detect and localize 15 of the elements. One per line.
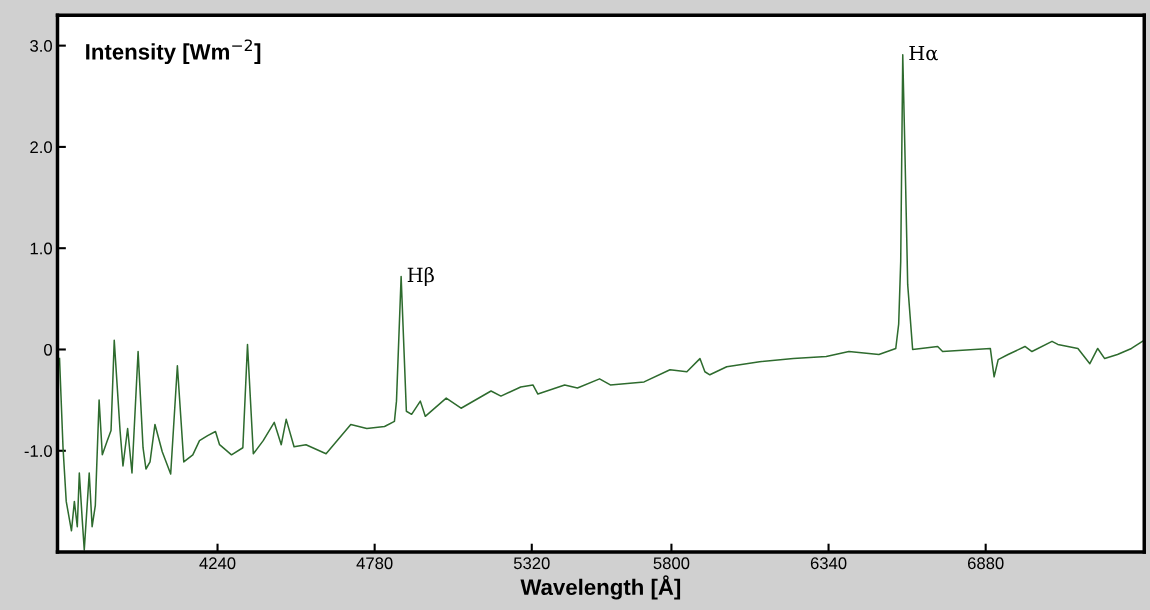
x-tick-label: 4780 [356,557,393,570]
y-tick-label: -1.0 [24,445,52,457]
x-tick-label: 5800 [653,557,690,570]
x-axis-title: Wavelength [Å] [520,575,681,600]
y-tick-label: 0 [44,343,52,356]
y-tick-label: 2.0 [30,141,52,154]
x-tick-label: 6340 [810,557,847,570]
annotation: Hβ [407,267,434,287]
y-tick-label: 3.0 [30,40,52,52]
annotation: Hα [909,45,938,61]
y-tick-label: 1.0 [30,242,52,255]
y-axis-title: Intensity [Wm$^{−2}$] [86,39,261,65]
x-tick-label: 6880 [967,557,1004,570]
x-tick-label: 5320 [513,557,550,570]
x-tick-label: 4240 [199,557,236,570]
